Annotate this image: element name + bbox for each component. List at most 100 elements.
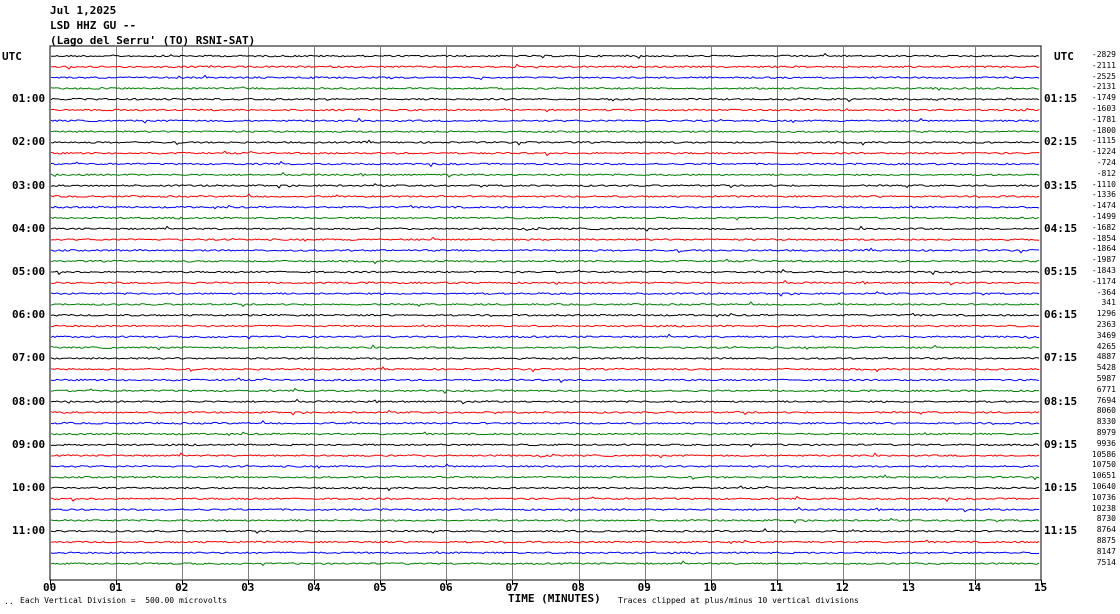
right-hour-label: 10:15 [1044,481,1078,494]
trace-offset-label: -1749 [1091,93,1116,103]
header-date: Jul 1,2025 [50,4,117,17]
trace-offset-label: 9936 [1096,438,1116,448]
trace-offset-label: -1864 [1091,244,1116,254]
trace-offset-label: -1110 [1091,179,1116,189]
trace-offset-label: -1682 [1091,222,1116,232]
left-hour-label: 01:00 [12,92,46,106]
seismic-trace [50,443,1040,448]
seismic-trace [50,268,1040,276]
seismic-trace [50,324,1040,328]
seismic-trace [50,495,1040,503]
right-hour-label: 04:15 [1044,221,1078,235]
seismic-trace [50,517,1040,524]
x-tick-label: 01 [109,581,123,594]
left-hour-label: 11:00 [12,524,46,538]
seismic-trace [50,117,1040,124]
seismic-trace [50,171,1040,178]
left-hour-label: 07:00 [12,351,46,365]
trace-offset-label: 8764 [1096,525,1116,535]
seismic-trace [50,108,1040,113]
left-hour-label: 05:00 [12,265,46,278]
seismic-trace [50,160,1040,168]
left-utc-label: UTC [2,50,22,63]
x-tick-label: 10 [703,581,717,594]
right-utc-label: UTC [1054,50,1074,63]
seismic-trace [50,291,1040,297]
trace-offset-label: -724 [1096,158,1116,167]
seismic-trace [50,387,1040,395]
header-station: LSD HHZ GU -- [50,19,137,32]
right-hour-label: 08:15 [1044,394,1078,408]
x-tick-label: 15 [1034,581,1048,594]
x-tick-label: 02 [175,581,189,594]
trace-offset-label: -2111 [1091,60,1116,70]
x-tick-label: 07 [505,581,519,594]
trace-offset-label: 10736 [1091,492,1116,502]
seismic-trace [50,474,1040,481]
seismic-trace [50,183,1040,189]
seismic-trace [50,139,1040,146]
trace-offset-label: -364 [1096,287,1116,297]
left-hour-label: 06:00 [12,308,46,322]
x-tick-label: 12 [835,581,850,594]
seismic-trace [50,236,1040,242]
seismic-trace [50,409,1040,416]
trace-offset-label: -2131 [1091,82,1116,92]
seismic-trace [50,193,1040,199]
seismic-trace [50,452,1040,459]
trace-offset-label: -2525 [1091,71,1116,81]
x-tick-label: 13 [901,581,916,594]
left-hour-label: 10:00 [12,481,46,494]
trace-offset-label: 341 [1101,298,1116,308]
seismic-trace [50,463,1040,469]
left-hour-label: 02:00 [12,135,46,149]
seismic-trace [50,398,1040,405]
x-tick-label: 00 [43,581,57,594]
trace-offset-label: 10750 [1091,460,1116,470]
trace-offset-label: 7694 [1096,395,1116,405]
trace-offset-label: -1800 [1091,125,1116,135]
corner-mark: .. [4,597,14,606]
seismic-trace [50,506,1039,513]
right-hour-label: 05:15 [1044,265,1078,278]
trace-offset-label: -812 [1096,168,1116,178]
trace-offset-label: 4887 [1096,352,1116,362]
trace-offset-label: -1499 [1091,212,1116,221]
seismic-trace [50,485,1039,492]
seismic-trace [50,357,1040,360]
seismic-trace [50,225,1040,232]
right-hour-label: 06:15 [1044,308,1078,322]
x-tick-label: 03 [241,581,255,594]
left-hour-label: 08:00 [12,394,46,408]
trace-offset-label: 5428 [1096,363,1116,373]
seismic-trace [50,247,1040,254]
seismic-trace [50,86,1040,92]
trace-offset-label: 2363 [1096,320,1116,329]
trace-offset-label: -1224 [1091,147,1116,157]
plot-frame [49,45,1042,581]
trace-offset-label: -1854 [1091,233,1116,243]
x-tick-label: 06 [439,581,453,594]
left-hour-label: 03:00 [12,178,46,192]
trace-offset-label: 8330 [1096,417,1116,427]
seismic-trace [50,377,1040,384]
right-hour-label: 11:15 [1044,524,1078,538]
seismic-trace [50,333,1040,340]
header-location: (Lago del Serru' (TO) RSNI-SAT) [50,34,256,47]
trace-offset-label: 10640 [1091,482,1116,491]
trace-offset-label: -1603 [1091,104,1116,113]
trace-offset-label: 10586 [1091,449,1116,459]
seismic-trace [50,52,1040,60]
trace-offset-label: 6771 [1096,384,1116,394]
trace-offset-label: 10238 [1091,503,1116,513]
trace-offset-label: 10651 [1091,471,1116,481]
vertical-division-note: Each Vertical Division = 500.00 microvol… [20,596,228,605]
seismic-trace [50,204,1040,210]
trace-offset-label: 5987 [1096,374,1116,383]
trace-offset-label: -1843 [1091,266,1116,275]
right-hour-label: 07:15 [1044,351,1078,365]
seismic-trace [50,560,1040,567]
x-tick-label: 09 [637,581,651,594]
seismic-trace [50,312,1040,318]
